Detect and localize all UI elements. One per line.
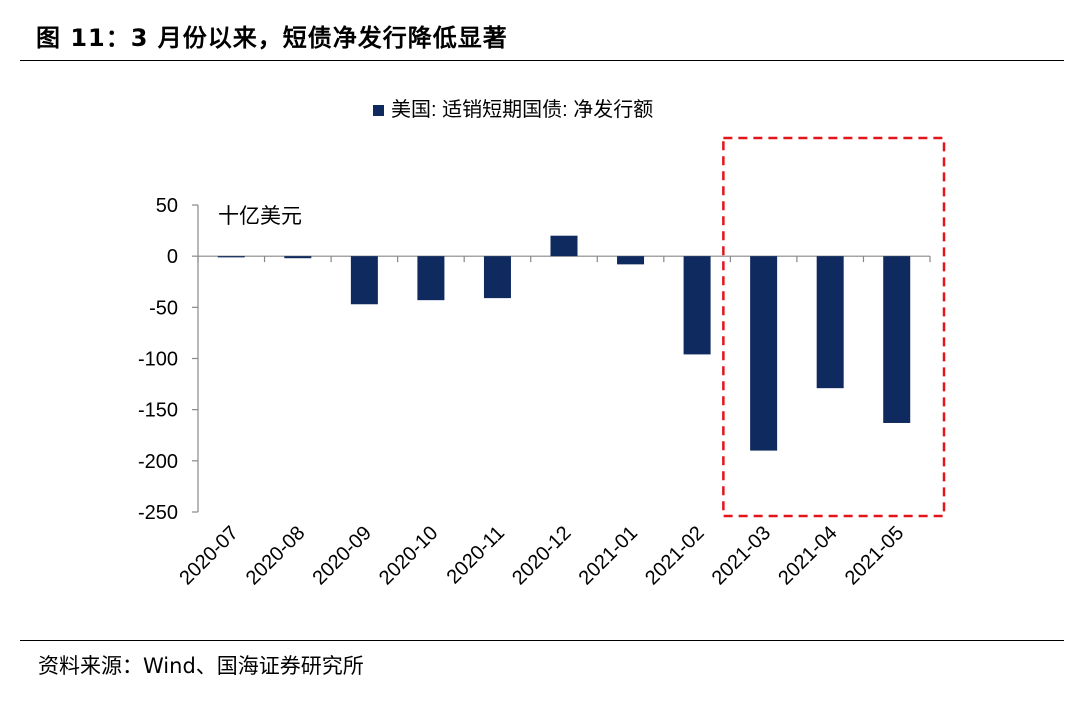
- legend-label: 美国: 适销短期国债: 净发行额: [391, 98, 653, 121]
- x-tick-label: 2021-01: [575, 522, 642, 589]
- y-tick-label: -200: [138, 451, 178, 473]
- y-tick-label: -250: [138, 502, 178, 524]
- bar-2021-02: [683, 256, 711, 355]
- x-tick-label: 2021-02: [641, 522, 708, 589]
- bottom-rule: [20, 640, 1064, 641]
- bar-2021-04: [816, 256, 844, 389]
- x-tick-label: 2020-12: [508, 522, 575, 589]
- x-tick-label: 2020-08: [242, 522, 309, 589]
- figure-title: 图 11：3 月份以来，短债净发行降低显著: [36, 24, 508, 52]
- bar-2021-05: [883, 256, 911, 423]
- y-tick-label: 0: [167, 246, 178, 268]
- bars: [217, 235, 911, 451]
- figure-header: 图 11：3 月份以来，短债净发行降低显著: [0, 0, 1080, 60]
- unit-label: 十亿美元: [218, 205, 302, 228]
- x-tick-label: 2021-05: [841, 522, 908, 589]
- y-axis: 50 0 -50 -100 -150 -200 -250: [138, 195, 199, 524]
- y-tick-label: -100: [138, 349, 178, 371]
- x-tick-label: 2021-03: [708, 522, 775, 589]
- bar-2020-08: [284, 256, 312, 259]
- x-tick-label: 2020-07: [175, 522, 242, 589]
- x-tick-label: 2020-11: [443, 522, 509, 588]
- y-tick-label: -50: [149, 297, 178, 319]
- bar-2021-01: [617, 256, 645, 265]
- bar-2021-03: [750, 256, 778, 451]
- x-tick-label: 2020-09: [308, 522, 375, 589]
- highlight-box: [722, 136, 946, 518]
- bar-2020-12: [550, 235, 578, 257]
- bar-chart: 美国: 适销短期国债: 净发行额 十亿美元 50 0 -50 -100 -150 -200…: [138, 98, 946, 589]
- source-note: 资料来源：Wind、国海证券研究所: [38, 654, 364, 678]
- bar-2020-10: [417, 256, 445, 301]
- y-tick-label: 50: [156, 195, 178, 217]
- bar-2020-09: [350, 256, 378, 305]
- bar-2020-11: [483, 256, 511, 299]
- x-tick-label: 2021-04: [774, 522, 841, 589]
- bar-2020-07: [217, 256, 245, 258]
- legend-swatch: [373, 105, 384, 116]
- x-tick-label: 2020-10: [375, 522, 442, 589]
- chart-legend: 美国: 适销短期国债: 净发行额: [373, 98, 653, 121]
- top-rule: [20, 60, 1064, 61]
- y-tick-label: -150: [138, 400, 178, 422]
